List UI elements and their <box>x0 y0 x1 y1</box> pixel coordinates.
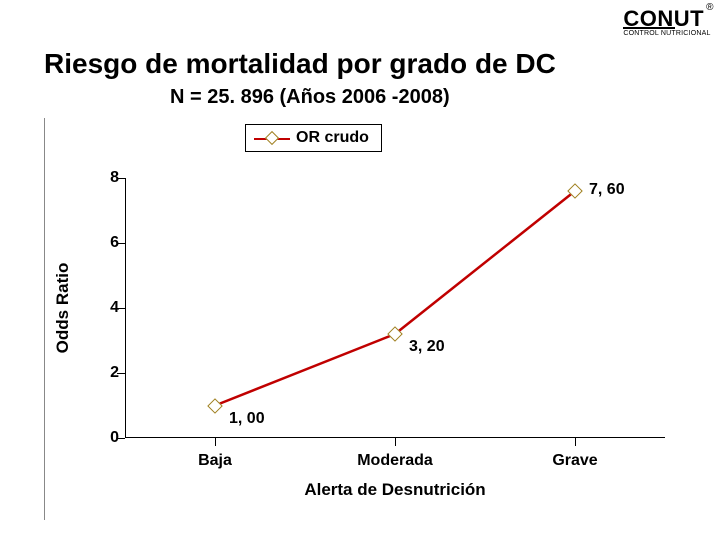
line-series <box>125 178 665 438</box>
brand-text: CONUT <box>623 6 704 32</box>
y-tick-label: 2 <box>95 364 119 382</box>
diamond-icon <box>265 131 279 145</box>
page-title: Riesgo de mortalidad por grado de DC <box>44 48 556 80</box>
data-label: 7, 60 <box>589 181 625 199</box>
registered-mark: ® <box>706 2 714 13</box>
legend-marker <box>254 132 290 144</box>
chart-container: OR crudo Odds Ratio Alerta de Desnutrici… <box>44 118 684 520</box>
y-axis-label: Odds Ratio <box>53 263 73 354</box>
y-tick-label: 0 <box>95 429 119 447</box>
data-label: 3, 20 <box>409 338 445 356</box>
y-tick-label: 8 <box>95 169 119 187</box>
x-tick-label: Baja <box>198 452 232 470</box>
x-tick-label: Moderada <box>357 452 433 470</box>
x-tick <box>395 438 396 446</box>
x-axis-label: Alerta de Desnutrición <box>304 480 485 500</box>
chart-legend: OR crudo <box>245 124 382 152</box>
plot-area: Odds Ratio Alerta de Desnutrición 02468B… <box>125 178 665 438</box>
y-tick-label: 6 <box>95 234 119 252</box>
page-subtitle: N = 25. 896 (Años 2006 -2008) <box>170 86 450 109</box>
x-tick-label: Grave <box>552 452 597 470</box>
brand-name: CONUT® <box>623 6 712 32</box>
x-tick <box>575 438 576 446</box>
data-label: 1, 00 <box>229 410 265 428</box>
brand-logo: CONUT® CONTROL NUTRICIONAL <box>623 6 712 37</box>
legend-label: OR crudo <box>296 129 369 147</box>
x-tick <box>215 438 216 446</box>
y-tick-label: 4 <box>95 299 119 317</box>
